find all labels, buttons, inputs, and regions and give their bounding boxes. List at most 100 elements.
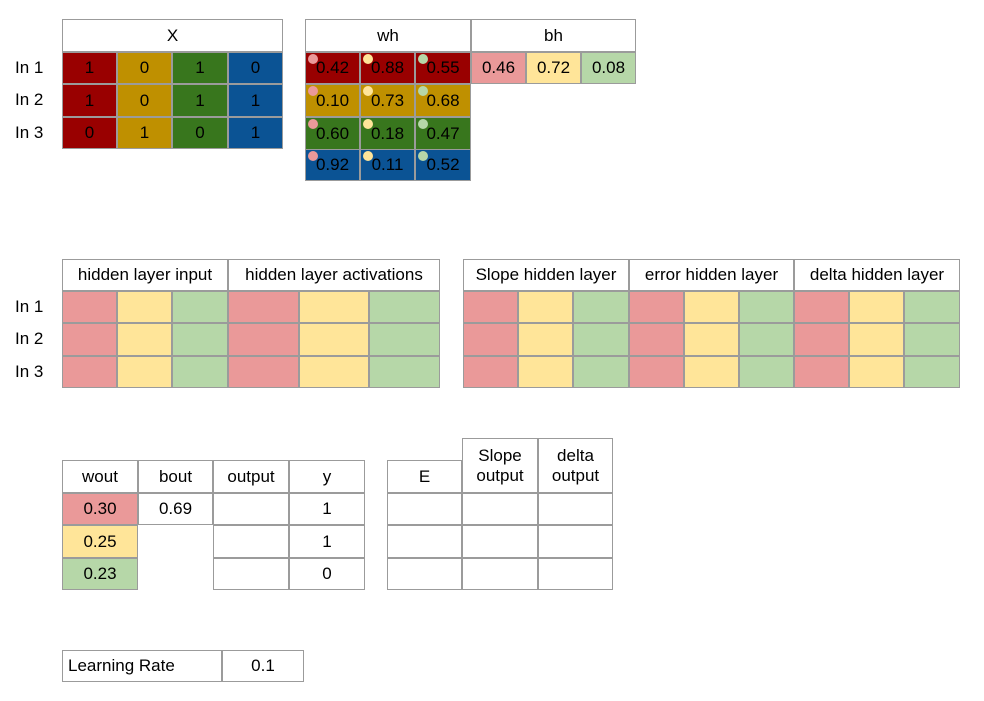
error-hidden-cell[interactable] [739,356,794,388]
hidden-layer-cell[interactable] [172,356,228,388]
hidden-layer-cell[interactable] [228,323,299,356]
wout-cell[interactable]: 0.25 [62,525,138,558]
hidden-layer-cell[interactable] [172,323,228,356]
x-cell[interactable]: 1 [62,84,117,117]
slope-output-cell[interactable] [462,525,538,558]
hidden-layer-cell[interactable] [228,356,299,388]
error-hidden-cell[interactable] [629,323,684,356]
error-hidden-cell[interactable] [849,323,904,356]
error-hidden-cell[interactable] [518,291,573,323]
x-cell[interactable]: 1 [228,117,283,149]
error-hidden-cell[interactable] [739,323,794,356]
hidden-layer-cell[interactable] [62,356,117,388]
y-header[interactable]: y [289,460,365,493]
error-hidden-cell[interactable] [573,323,629,356]
hidden-layer-input-header[interactable]: hidden layer input [62,259,228,291]
wh-cell[interactable]: 0.11 [360,149,415,181]
wh-cell[interactable]: 0.60 [305,117,360,150]
bh-cell[interactable]: 0.08 [581,52,636,84]
error-hidden-cell[interactable] [739,291,794,323]
bh-cell[interactable]: 0.46 [471,52,526,84]
wout-cell[interactable]: 0.30 [62,493,138,525]
hidden-layer-cell[interactable] [228,291,299,323]
wh-cell[interactable]: 0.47 [415,117,471,150]
wout-header[interactable]: wout [62,460,138,493]
slope-output-header[interactable]: Slope output [462,438,538,493]
x-cell[interactable]: 1 [228,84,283,117]
e-cell[interactable] [387,558,462,590]
wh-cell[interactable]: 0.18 [360,117,415,150]
x-cell[interactable]: 0 [172,117,228,149]
error-hidden-cell[interactable] [794,323,849,356]
error-hidden-cell[interactable] [904,323,960,356]
bout-cell[interactable]: 0.69 [138,493,213,525]
hidden-layer-cell[interactable] [117,356,172,388]
delta-output-header[interactable]: delta output [538,438,613,493]
hidden-layer-cell[interactable] [299,356,369,388]
wout-cell[interactable]: 0.23 [62,558,138,590]
x-cell[interactable]: 0 [117,84,172,117]
learning-rate-label[interactable]: Learning Rate [62,650,222,682]
bh-cell[interactable]: 0.72 [526,52,581,84]
error-hidden-cell[interactable] [573,356,629,388]
hidden-layer-cell[interactable] [299,323,369,356]
slope-output-cell[interactable] [462,493,538,525]
error-hidden-cell[interactable] [518,323,573,356]
error-hidden-cell[interactable] [573,291,629,323]
error-hidden-cell[interactable] [463,291,518,323]
error-hidden-cell[interactable] [629,291,684,323]
e-header[interactable]: E [387,460,462,493]
x-cell[interactable]: 1 [172,84,228,117]
bh-header[interactable]: bh [471,19,636,52]
hidden-layer-cell[interactable] [62,291,117,323]
error-hidden-cell[interactable] [849,356,904,388]
error-hidden-layer-header[interactable]: error hidden layer [629,259,794,291]
slope-hidden-layer-header[interactable]: Slope hidden layer [463,259,629,291]
y-cell[interactable]: 1 [289,525,365,558]
hidden-layer-cell[interactable] [117,323,172,356]
wh-cell[interactable]: 0.73 [360,84,415,117]
y-cell[interactable]: 1 [289,493,365,525]
error-hidden-cell[interactable] [463,323,518,356]
output-cell[interactable] [213,525,289,558]
x-cell[interactable]: 1 [62,52,117,84]
hidden-layer-cell[interactable] [172,291,228,323]
hidden-layer-cell[interactable] [299,291,369,323]
error-hidden-cell[interactable] [794,356,849,388]
slope-output-cell[interactable] [462,558,538,590]
learning-rate-value[interactable]: 0.1 [222,650,304,682]
hidden-layer-cell[interactable] [369,356,440,388]
x-cell[interactable]: 0 [62,117,117,149]
error-hidden-cell[interactable] [629,356,684,388]
error-hidden-cell[interactable] [794,291,849,323]
wh-cell[interactable]: 0.88 [360,52,415,84]
error-hidden-cell[interactable] [518,356,573,388]
e-cell[interactable] [387,525,462,558]
x-cell[interactable]: 0 [228,52,283,84]
error-hidden-cell[interactable] [684,323,739,356]
e-cell[interactable] [387,493,462,525]
delta-output-cell[interactable] [538,558,613,590]
bout-header[interactable]: bout [138,460,213,493]
hidden-layer-activations-header[interactable]: hidden layer activations [228,259,440,291]
wh-cell[interactable]: 0.10 [305,84,360,117]
delta-output-cell[interactable] [538,493,613,525]
error-hidden-cell[interactable] [684,356,739,388]
hidden-layer-cell[interactable] [62,323,117,356]
delta-hidden-layer-header[interactable]: delta hidden layer [794,259,960,291]
hidden-layer-cell[interactable] [369,323,440,356]
output-header[interactable]: output [213,460,289,493]
wh-header[interactable]: wh [305,19,471,52]
hidden-layer-cell[interactable] [369,291,440,323]
wh-cell[interactable]: 0.42 [305,52,360,84]
error-hidden-cell[interactable] [904,356,960,388]
error-hidden-cell[interactable] [849,291,904,323]
error-hidden-cell[interactable] [684,291,739,323]
y-cell[interactable]: 0 [289,558,365,590]
output-cell[interactable] [213,493,289,525]
wh-cell[interactable]: 0.68 [415,84,471,117]
delta-output-cell[interactable] [538,525,613,558]
x-header[interactable]: X [62,19,283,52]
wh-cell[interactable]: 0.52 [415,149,471,181]
hidden-layer-cell[interactable] [117,291,172,323]
